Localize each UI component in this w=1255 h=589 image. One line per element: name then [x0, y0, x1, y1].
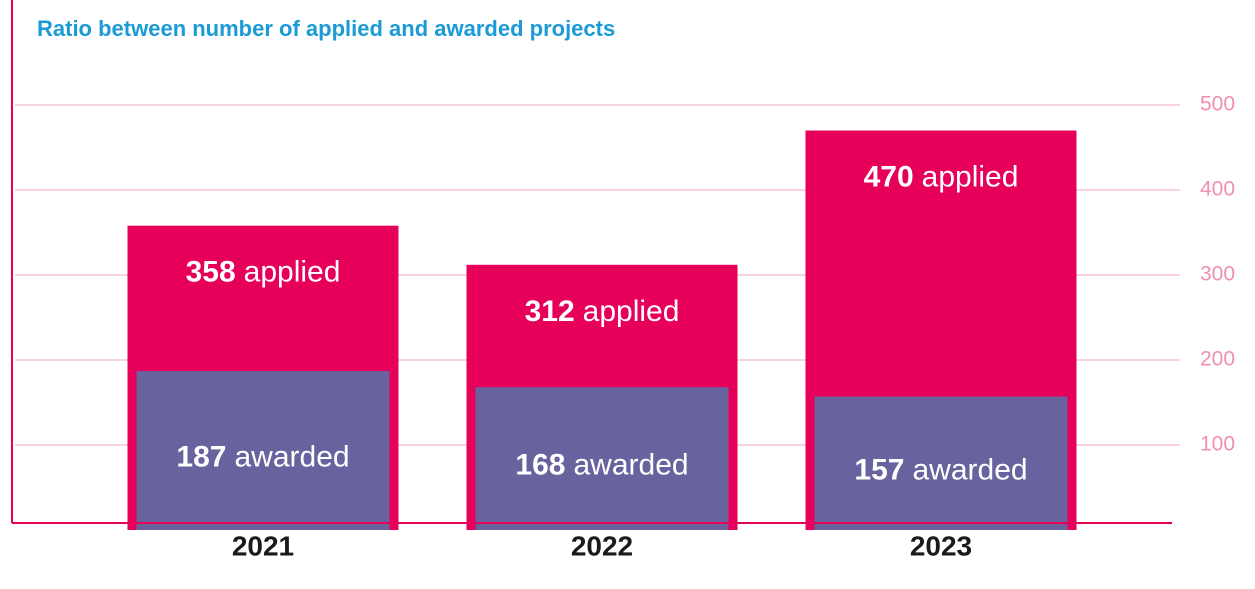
data-label-value: 187	[176, 440, 226, 473]
data-label-value: 470	[864, 160, 914, 193]
data-label-name: awarded	[573, 449, 688, 482]
data-label: 168 awarded	[515, 449, 688, 482]
data-label-value: 312	[525, 295, 575, 328]
x-tick-label: 2021	[232, 530, 294, 561]
bar	[475, 387, 729, 530]
data-label-name: applied	[244, 256, 341, 289]
data-label-name: awarded	[234, 440, 349, 473]
x-tick-label: 2022	[571, 530, 633, 561]
y-tick-label: 300	[1200, 263, 1235, 286]
data-label: 358 applied	[186, 256, 341, 289]
x-tick-label: 2023	[910, 530, 972, 561]
data-label-value: 157	[854, 453, 904, 486]
y-tick-label: 100	[1200, 433, 1235, 456]
data-label-name: applied	[583, 295, 680, 328]
bar	[136, 371, 390, 530]
y-tick-label: 400	[1200, 178, 1235, 201]
data-label-name: applied	[922, 160, 1019, 193]
data-label: 157 awarded	[854, 453, 1027, 486]
data-label: 470 applied	[864, 160, 1019, 193]
y-tick-label: 500	[1200, 93, 1235, 116]
data-label-value: 168	[515, 449, 565, 482]
data-label-name: awarded	[912, 453, 1027, 486]
bar	[814, 396, 1068, 530]
y-tick-label: 200	[1200, 348, 1235, 371]
chart-title: Ratio between number of applied and awar…	[37, 16, 615, 41]
data-label: 312 applied	[525, 295, 680, 328]
data-label-value: 358	[186, 256, 236, 289]
data-label: 187 awarded	[176, 440, 349, 473]
